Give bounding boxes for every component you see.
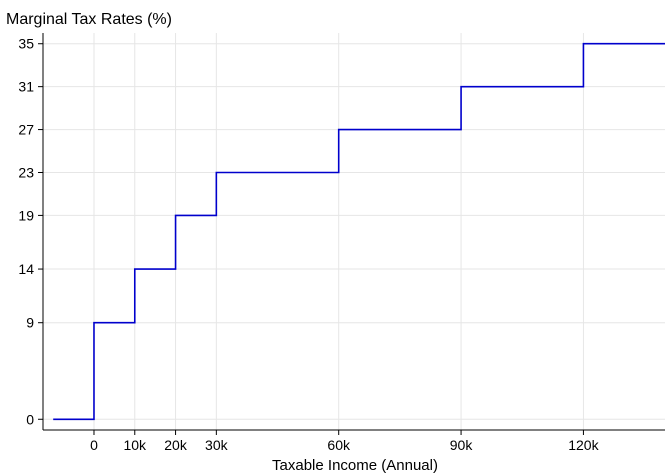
axes (38, 33, 665, 435)
x-tick-label-0: 0 (90, 437, 98, 453)
y-tick-label-1: 9 (26, 315, 34, 331)
x-tick-label-3: 30k (205, 437, 229, 453)
y-tick-label-3: 19 (18, 207, 34, 223)
y-tick-label-7: 35 (18, 36, 34, 52)
x-tick-label-5: 90k (450, 437, 474, 453)
x-tick-label-6: 120k (568, 437, 599, 453)
x-tick-label-1: 10k (123, 437, 147, 453)
x-tick-label-2: 20k (164, 437, 188, 453)
series-line-0 (53, 42, 665, 421)
y-axis-title: Marginal Tax Rates (%) (6, 11, 172, 28)
y-tick-label-5: 27 (18, 122, 34, 138)
tick-labels: 0 9 14 19 23 27 31 35 0 10k 20k 30k 60k 90k 120k (18, 36, 599, 453)
grid-lines (43, 33, 665, 430)
y-tick-label-0: 0 (26, 411, 34, 427)
y-tick-label-2: 14 (18, 261, 34, 277)
y-tick-label-4: 23 (18, 164, 34, 180)
y-tick-label-6: 31 (18, 79, 34, 95)
series-lines (53, 42, 665, 421)
x-axis-label: Taxable Income (Annual) (272, 457, 438, 474)
x-tick-label-4: 60k (327, 437, 351, 453)
